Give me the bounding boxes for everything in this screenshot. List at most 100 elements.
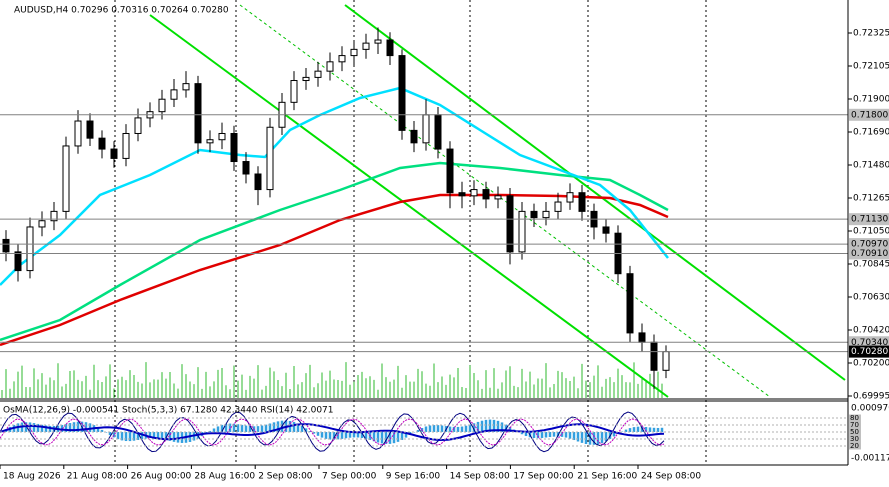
candle-body [434,114,442,150]
candle-body [494,195,502,200]
price-tick-label: 0.70845 [853,260,889,270]
levels [0,114,848,353]
indicator-label: OsMA(12,26,9) -0.000541 Stoch(5,3,3) 67.… [3,406,334,416]
candle-body [638,332,646,343]
volume [1,362,663,398]
candle-body [518,210,526,253]
price-tick-label: 0.71480 [853,161,889,171]
candle-body [386,39,394,57]
candle-body [650,341,658,371]
osc-level-tag [849,428,861,436]
time-label: 21 Sep 16:00 [577,472,637,482]
oscillator [0,411,848,453]
price-tick-label: 0.71900 [853,95,889,105]
candle-body [170,89,178,100]
current-tag [849,345,889,358]
candle-body [422,114,430,144]
symbol-header: AUDUSD,H4 0.70296 0.70316 0.70264 0.7028… [14,6,229,16]
candle-body [158,98,166,113]
channel-line [344,4,846,381]
price-tick-label: 0.69995 [853,392,889,402]
candle-body [98,137,106,150]
price-tick-label: 0.70420 [853,326,889,336]
osc-axis-label: -0.001175 [851,454,889,464]
osc-level-tag [849,414,861,422]
candle-body [626,273,634,334]
candle-body [74,120,82,147]
candle-body [410,129,418,144]
candle-body [398,55,406,131]
price-tick-label: 0.72105 [853,62,889,72]
candle-body [122,132,130,159]
candle-body [506,195,514,253]
candle-body [2,238,10,253]
candle-body [26,226,34,272]
channel-line [149,14,669,398]
candle-body [374,39,382,44]
candle-body [470,189,478,197]
axis: 0.72325 0.72105 0.71900 0.71690 0.71480 0.712… [0,29,889,482]
candle-body [254,173,262,191]
level-label: 0.70910 [851,249,888,259]
candle-body [530,210,538,219]
price-tick-label: 0.70200 [853,359,889,369]
level-tag [849,336,889,349]
candle-body [206,139,214,144]
level-tag [849,213,889,226]
candle-body [662,351,670,371]
candle-body [458,192,466,197]
candle-body [326,61,334,72]
candle-body [578,192,586,212]
candle-body [110,148,118,159]
candle-body [290,80,298,103]
osc-axis-label: 0.000970 [851,404,889,414]
time-label: 24 Sep 08:00 [641,472,701,482]
candle-body [362,42,370,50]
time-label: 21 Aug 08:00 [67,472,128,482]
candle-body [194,83,202,144]
candle-body [314,70,322,78]
level-label: 0.70970 [851,240,888,250]
osc-level-label: 30 [850,435,859,443]
osc-level-tag [849,435,861,443]
time-label: 17 Sep 00:00 [513,472,573,482]
candle-body [86,120,94,139]
osc-level-tag [849,442,861,450]
time-label: 28 Aug 16:00 [194,472,255,482]
candle-body [134,117,142,134]
level-tag [849,247,889,260]
time-label: 14 Sep 08:00 [450,472,510,482]
candle-body [62,145,70,212]
level-label: 0.71800 [851,110,888,120]
time-label: 26 Aug 00:00 [131,472,192,482]
candle-body [542,210,550,219]
level-tag [849,108,889,121]
candle-body [50,210,58,222]
candle-body [350,48,358,57]
stoch-signal [0,418,665,446]
candle-body [554,201,562,212]
candle-body [302,76,310,82]
time-label: 7 Sep 00:00 [322,472,377,482]
time-label: 18 Aug 2026 [3,472,61,482]
time-label: 2 Sep 08:00 [258,472,313,482]
level-label: 0.71130 [851,215,888,225]
osc-level-label: 20 [850,442,859,450]
osc-level-label: 80 [850,414,859,422]
candle-body [218,132,226,141]
candle-body [338,55,346,63]
candle-body [602,226,610,234]
time-label: 9 Sep 16:00 [386,472,441,482]
candle-body [230,132,238,163]
price-tick-label: 0.70630 [853,293,889,303]
candle-body [266,126,274,191]
osc-level-label: 50 [850,428,859,436]
price-tick-label: 0.71690 [853,128,889,138]
candle-body [482,189,490,200]
osc-level-tag [849,421,861,429]
current-label: 0.70280 [851,347,888,357]
candle-body [182,83,190,91]
candle-body [566,192,574,203]
